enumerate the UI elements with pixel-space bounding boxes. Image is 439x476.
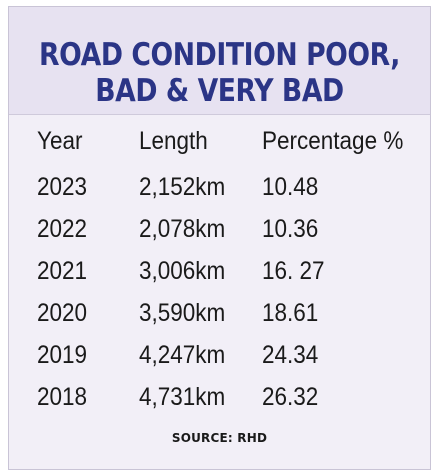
length-cell: 4,731km xyxy=(139,383,226,411)
table-row: 2019 4,247km 24.34 xyxy=(9,341,430,381)
percentage-cell: 24.34 xyxy=(262,341,319,369)
table-row: 2023 2,152km 10.48 xyxy=(9,173,430,213)
table-row: 2021 3,006km 16. 27 xyxy=(9,257,430,297)
year-cell: 2019 xyxy=(37,341,88,369)
header-row: Year Length Percentage % xyxy=(9,127,430,167)
percentage-cell: 26.32 xyxy=(262,383,319,411)
title-line-2: BAD & VERY BAD xyxy=(95,73,344,109)
title-box: ROAD CONDITION POOR, BAD & VERY BAD xyxy=(9,7,430,115)
percentage-cell: 10.36 xyxy=(262,215,319,243)
header-percentage: Percentage % xyxy=(262,127,404,155)
table-row: 2020 3,590km 18.61 xyxy=(9,299,430,339)
title-line-1: ROAD CONDITION POOR, xyxy=(39,37,400,73)
table-row: 2022 2,078km 10.36 xyxy=(9,215,430,255)
header-year: Year xyxy=(37,127,83,155)
length-cell: 2,078km xyxy=(139,215,226,243)
length-cell: 2,152km xyxy=(139,173,226,201)
length-cell: 3,006km xyxy=(139,257,226,285)
year-cell: 2023 xyxy=(37,173,88,201)
percentage-cell: 10.48 xyxy=(262,173,319,201)
year-cell: 2020 xyxy=(37,299,88,327)
percentage-cell: 18.61 xyxy=(262,299,319,327)
year-cell: 2022 xyxy=(37,215,88,243)
table-row: 2018 4,731km 26.32 xyxy=(9,383,430,423)
year-cell: 2021 xyxy=(37,257,88,285)
header-length: Length xyxy=(139,127,208,155)
length-cell: 3,590km xyxy=(139,299,226,327)
length-cell: 4,247km xyxy=(139,341,226,369)
source-note: SOURCE: RHD xyxy=(171,431,268,445)
percentage-cell: 16. 27 xyxy=(262,257,325,285)
year-cell: 2018 xyxy=(37,383,88,411)
road-condition-card: ROAD CONDITION POOR, BAD & VERY BAD Year… xyxy=(8,6,431,470)
